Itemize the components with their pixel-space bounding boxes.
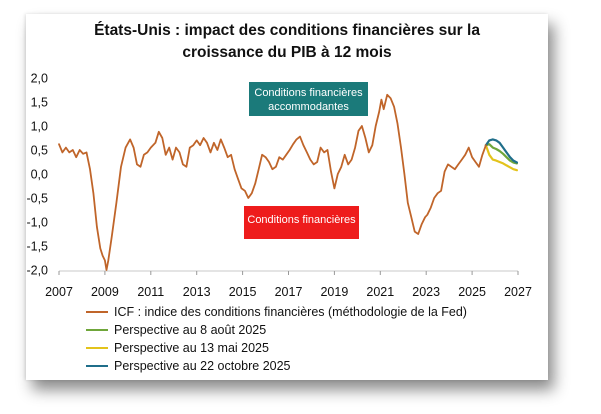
annotation-accommodantes-box [249, 82, 368, 116]
annotation-accommodantes: Conditions financières accommodantes [249, 82, 368, 116]
y-tick-label: 1,5 [31, 96, 48, 110]
legend-swatch [86, 311, 108, 313]
x-tick-label: 2023 [412, 285, 440, 299]
legend-label: Perspective au 13 mai 2025 [114, 341, 269, 355]
y-axis-labels: 2,0 1,5 1,0 0,5 0,0 -0,5 -1,0 -1,5 -2,0 [26, 72, 48, 278]
annotation-accommodantes-line1: Conditions financières [254, 87, 363, 99]
y-tick-label: -0,5 [26, 192, 48, 206]
chart-title-line2: croissance du PIB à 12 mois [182, 44, 392, 61]
legend-label: ICF : indice des conditions financières … [114, 305, 467, 319]
x-tick-label: 2011 [137, 285, 164, 299]
y-tick-label: -1,5 [26, 240, 48, 254]
y-tick-label: 0,5 [31, 144, 48, 158]
legend-label: Perspective au 22 octobre 2025 [114, 359, 291, 373]
legend-item: Perspective au 22 octobre 2025 [86, 357, 467, 375]
series-line-3 [484, 138, 519, 164]
legend-swatch [86, 329, 108, 331]
x-tick-label: 2015 [229, 285, 257, 299]
series-layer [58, 93, 519, 271]
annotation-restrictives-box [244, 206, 359, 239]
chart-legend: ICF : indice des conditions financières … [86, 303, 467, 375]
y-tick-label: 1,0 [31, 120, 48, 134]
x-tick-label: 2019 [320, 285, 348, 299]
y-tick-label: -2,0 [26, 264, 48, 278]
x-tick-label: 2027 [504, 285, 532, 299]
x-tick-label: 2007 [45, 285, 73, 299]
legend-item: Perspective au 8 août 2025 [86, 321, 467, 339]
annotation-restrictives: Conditions financières [244, 206, 359, 239]
x-tick-label: 2017 [275, 285, 303, 299]
annotation-accommodantes-line2: accommodantes [268, 101, 349, 113]
series-line-2 [484, 144, 519, 172]
legend-item: ICF : indice des conditions financières … [86, 303, 467, 321]
legend-item: Perspective au 13 mai 2025 [86, 339, 467, 357]
x-tick-label: 2013 [183, 285, 211, 299]
legend-label: Perspective au 8 août 2025 [114, 323, 267, 337]
x-tick-label: 2009 [91, 285, 119, 299]
annotation-restrictives-text: Conditions financières [247, 214, 356, 226]
chart-card [26, 14, 548, 380]
x-tick-label: 2021 [366, 285, 394, 299]
legend-swatch [86, 365, 108, 367]
series-line-1 [484, 143, 519, 165]
series-line-0 [58, 93, 487, 271]
x-axis: 2007 2009 2011 2013 2015 2017 2019 2021 2023 2025… [45, 270, 532, 299]
chart-title-line1: États-Unis : impact des conditions finan… [94, 22, 480, 39]
y-tick-label: 2,0 [31, 72, 48, 86]
x-tick-label: 2025 [458, 285, 486, 299]
y-tick-label: -1,0 [26, 216, 48, 230]
legend-swatch [86, 347, 108, 349]
y-tick-label: 0,0 [31, 168, 48, 182]
chart-title: États-Unis : impact des conditions finan… [26, 20, 548, 64]
